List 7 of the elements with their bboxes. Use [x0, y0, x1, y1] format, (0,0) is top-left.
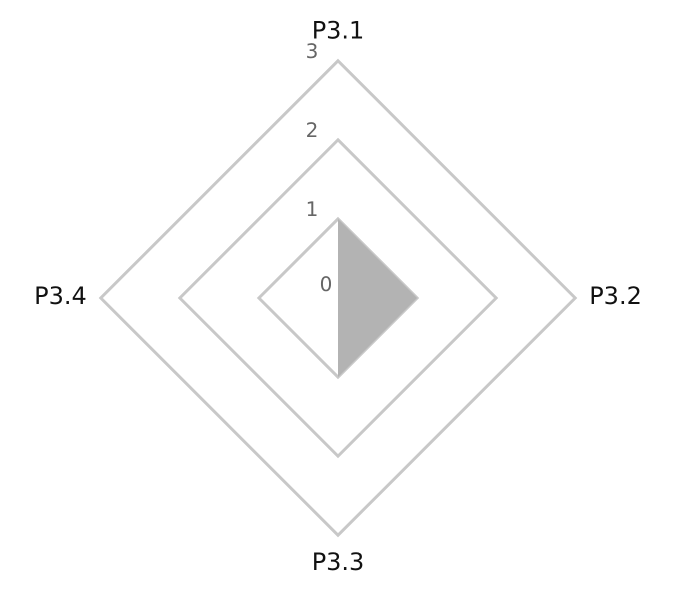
y-tick-label: 1 — [306, 197, 318, 222]
y-tick-label: 3 — [306, 39, 318, 64]
spoke-label: P3.3 — [312, 548, 364, 576]
y-tick-label: 2 — [306, 118, 318, 142]
y-tick-label: 0 — [320, 272, 332, 296]
spoke-label: P3.2 — [589, 282, 642, 310]
spoke-label: P3.4 — [34, 282, 87, 310]
